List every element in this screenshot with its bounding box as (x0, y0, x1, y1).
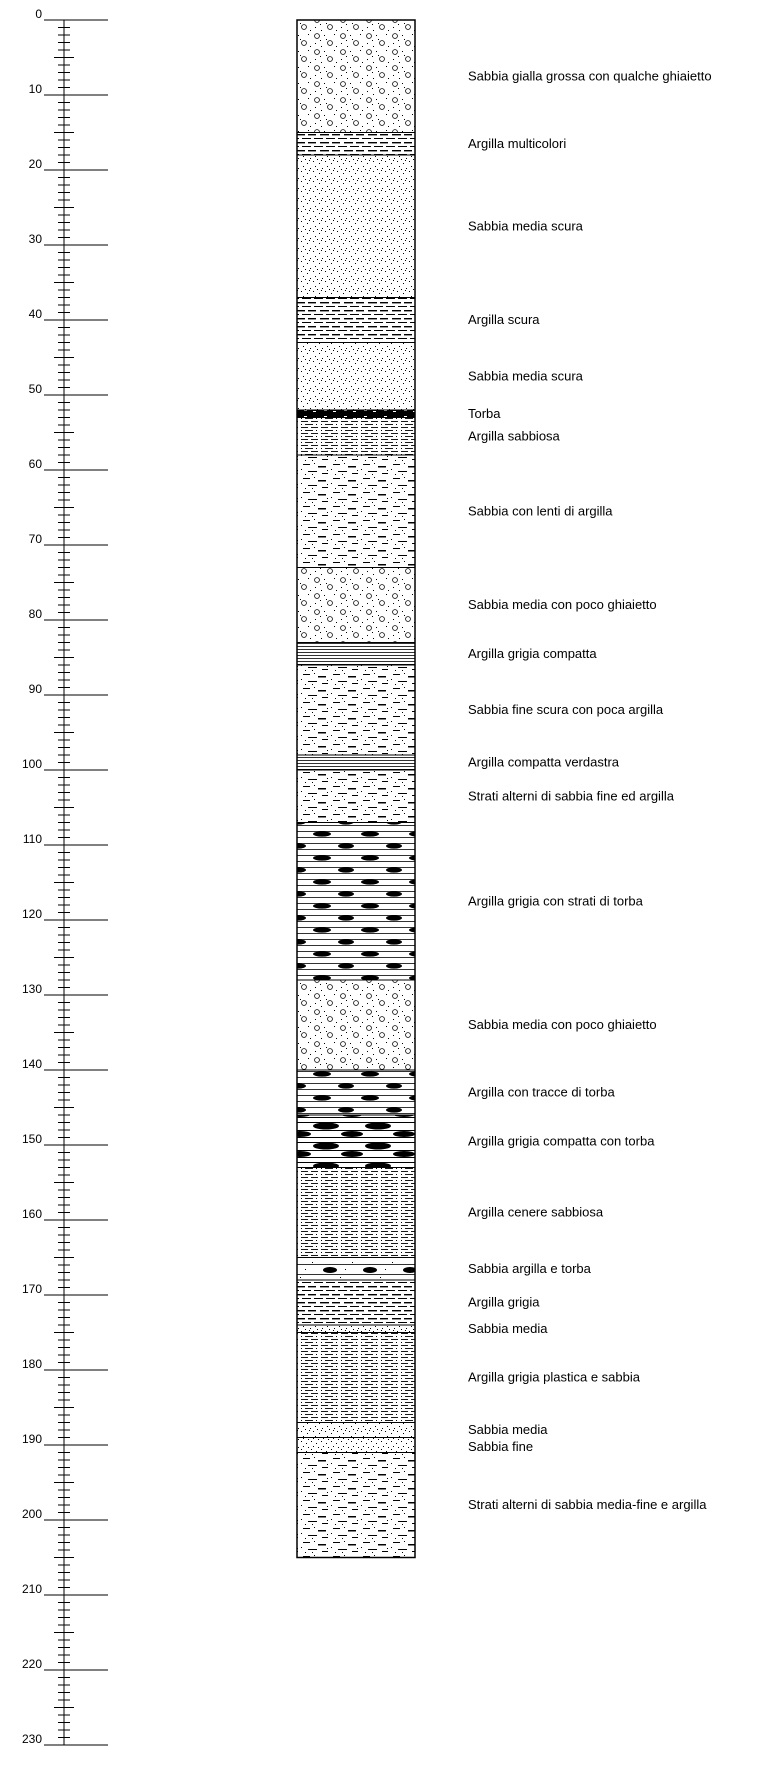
layer-description: Sabbia media (468, 1422, 548, 1437)
layer-description: Argilla con tracce di torba (468, 1085, 615, 1100)
depth-label: 210 (22, 1582, 42, 1596)
layer-peat (296, 409, 416, 418)
layer-gravel-sand (296, 979, 416, 1071)
depth-label: 110 (23, 832, 42, 846)
depth-label: 50 (29, 382, 43, 396)
layer-clay (296, 297, 416, 343)
layer-description: Argilla compatta verdastra (468, 755, 620, 770)
layer-sand (296, 342, 416, 411)
layer-description: Sabbia media con poco ghiaietto (468, 597, 657, 612)
depth-label: 0 (35, 7, 42, 21)
layer-gravel-sand (296, 567, 416, 643)
depth-label: 10 (29, 82, 43, 96)
layer-description: Sabbia media scura (468, 368, 584, 383)
layer-compact-clay-peat (296, 1114, 416, 1168)
layer-clay-peat (296, 822, 416, 981)
depth-label: 20 (29, 157, 43, 171)
layer-description: Sabbia gialla grossa con qualche ghiaiet… (468, 68, 712, 83)
layer-sand-clay (296, 769, 416, 823)
layer-compact-clay (296, 754, 416, 771)
depth-label: 230 (22, 1732, 42, 1746)
layer-description: Strati alterni di sabbia media-fine e ar… (468, 1497, 707, 1512)
layer-description: Sabbia con lenti di argilla (468, 503, 613, 518)
layer-sandy-clay (296, 417, 416, 456)
depth-label: 100 (22, 757, 42, 771)
depth-label: 150 (22, 1132, 42, 1146)
layer-compact-clay (296, 642, 416, 666)
layer-fine-sand (296, 1437, 416, 1453)
layer-descriptions: Sabbia gialla grossa con qualche ghiaiet… (468, 68, 712, 1512)
depth-ticks (44, 19, 108, 1746)
depth-label: 90 (29, 682, 43, 696)
layer-sand-clay (296, 454, 416, 568)
depth-label: 30 (29, 232, 43, 246)
depth-label: 140 (22, 1057, 42, 1071)
layer-description: Argilla grigia plastica e sabbia (468, 1370, 641, 1385)
layer-sand (296, 154, 416, 298)
depth-label: 70 (29, 532, 43, 546)
lithology-column (296, 19, 416, 1559)
depth-label: 160 (22, 1207, 42, 1221)
layer-clay (296, 1279, 416, 1326)
depth-labels: 0 10 20 30 40 50 60 70 80 90 100 110 120 130 140 150 160… (22, 7, 42, 1746)
depth-label: 130 (22, 982, 42, 996)
layer-description: Sabbia media (468, 1321, 548, 1336)
layer-description: Argilla scura (468, 312, 540, 327)
layer-description: Sabbia fine scura con poca argilla (468, 702, 664, 717)
layer-sand (296, 1422, 416, 1438)
layer-clay-peat (296, 1069, 416, 1116)
layer-sand-clay (296, 664, 416, 756)
column-outline (296, 19, 416, 1559)
layer-description: Sabbia argilla e torba (468, 1261, 592, 1276)
depth-scale: 0 10 20 30 40 50 60 70 80 90 100 110 120 130 140 150 160… (22, 7, 108, 1746)
depth-label: 190 (22, 1432, 42, 1446)
layer-clay (296, 132, 416, 156)
depth-label: 120 (22, 907, 42, 921)
layer-description: Strati alterni di sabbia fine ed argilla (468, 788, 675, 803)
layer-description: Argilla grigia compatta con torba (468, 1133, 655, 1148)
depth-label: 60 (29, 457, 43, 471)
depth-label: 220 (22, 1657, 42, 1671)
layer-description: Argilla multicolori (468, 136, 566, 151)
depth-label: 80 (29, 607, 43, 621)
layer-sand (296, 1324, 416, 1333)
depth-label: 40 (29, 307, 43, 321)
layer-description: Sabbia media scura (468, 218, 584, 233)
depth-label: 180 (22, 1357, 42, 1371)
layer-gravel-sand (296, 19, 416, 133)
layer-sand-clay-peat (296, 1257, 416, 1281)
layer-sandy-clay (296, 1167, 416, 1258)
layer-description: Argilla grigia con strati di torba (468, 893, 644, 908)
layer-description: Argilla cenere sabbiosa (468, 1205, 604, 1220)
depth-label: 200 (22, 1507, 42, 1521)
layer-description: Sabbia fine (468, 1439, 533, 1454)
layer-description: Argilla grigia (468, 1295, 540, 1310)
layer-description: Torba (468, 406, 501, 421)
layer-description: Sabbia media con poco ghiaietto (468, 1017, 657, 1032)
depth-label: 170 (22, 1282, 42, 1296)
layer-sand-clay (296, 1452, 416, 1558)
layer-sandy-clay (296, 1332, 416, 1423)
layer-description: Argilla grigia compatta (468, 646, 597, 661)
layer-description: Argilla sabbiosa (468, 428, 561, 443)
